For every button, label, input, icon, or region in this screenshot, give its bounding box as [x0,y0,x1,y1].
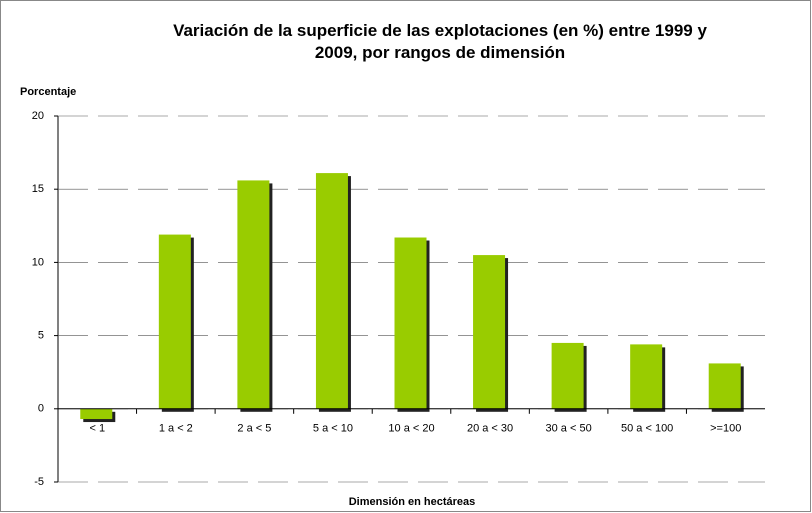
bar [315,173,348,409]
y-tick-label: 15 [32,183,44,195]
title-line: 2009, por rangos de dimensión [315,43,565,62]
x-tick-label: < 1 [89,423,105,435]
bar [394,237,427,409]
bar [237,180,270,409]
x-tick-label: 20 a < 30 [467,423,513,435]
bar [551,342,584,409]
bar [708,363,741,409]
x-axis-label: Dimensión en hectáreas [349,496,476,508]
title-line: Variación de la superficie de las explot… [173,21,707,40]
y-tick-label: 0 [38,403,44,415]
x-tick-label: 30 a < 50 [546,423,592,435]
bar [473,255,506,409]
chart-title: Variación de la superficie de las explot… [173,21,707,62]
bar [80,408,113,420]
y-tick-label: 20 [32,110,44,122]
x-tick-label: 5 a < 10 [313,423,353,435]
y-tick-label: -5 [34,476,44,488]
x-tick-label: 2 a < 5 [237,423,271,435]
bar [158,234,191,409]
bar [630,344,663,409]
x-tick-label: 50 a < 100 [621,423,673,435]
y-tick-label: 5 [38,330,44,342]
x-tick-label: >=100 [710,423,741,435]
x-tick-label: 10 a < 20 [388,423,434,435]
y-tick-label: 10 [32,256,44,268]
y-axis-label: Porcentaje [20,86,76,98]
x-tick-label: 1 a < 2 [159,423,193,435]
